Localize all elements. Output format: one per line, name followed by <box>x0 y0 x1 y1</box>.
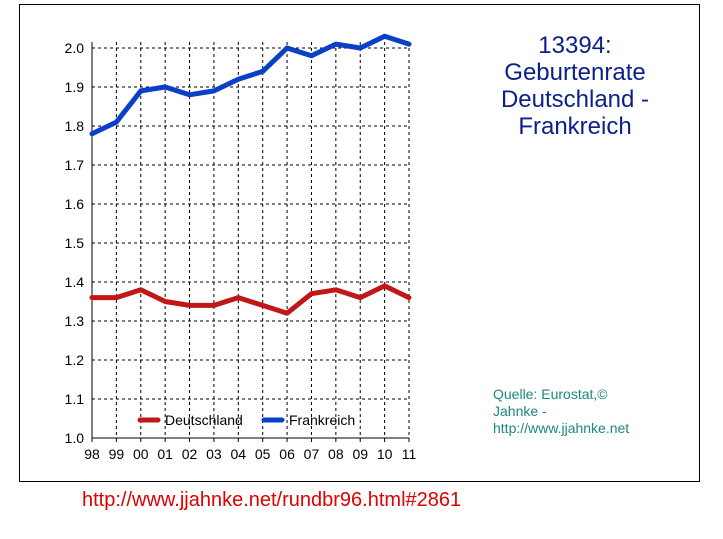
legend-label-frankreich: Frankreich <box>289 412 355 428</box>
y-tick-label: 1.2 <box>65 352 85 368</box>
chart-frame <box>19 4 700 482</box>
x-tick-labels: 98 99 00 01 02 03 04 05 06 07 08 09 10 11 <box>84 446 416 462</box>
source-line-1: Quelle: Eurostat,© <box>493 386 608 402</box>
x-tick-label: 06 <box>279 446 295 462</box>
x-tick-label: 04 <box>231 446 247 462</box>
y-tick-label: 1.9 <box>65 79 85 95</box>
x-tick-label: 99 <box>109 446 125 462</box>
y-tick-label: 1.6 <box>65 196 85 212</box>
x-tick-label: 02 <box>182 446 198 462</box>
y-tick-label: 1.7 <box>65 157 85 173</box>
x-tick-label: 98 <box>84 446 100 462</box>
x-tick-label: 10 <box>377 446 393 462</box>
x-tick-label: 08 <box>328 446 344 462</box>
y-tick-label: 1.3 <box>65 313 85 329</box>
chart-title: 13394: Geburtenrate Deutschland - Frankr… <box>470 32 680 140</box>
x-tick-label: 05 <box>255 446 271 462</box>
y-tick-label: 1.5 <box>65 235 85 251</box>
source-line-2: Jahnke - <box>493 403 547 419</box>
grid-lines <box>92 42 410 438</box>
y-tick-label: 2.0 <box>65 40 85 56</box>
title-line-1: 13394: <box>538 32 612 59</box>
axes <box>91 42 410 442</box>
y-tick-label: 1.8 <box>65 118 85 134</box>
y-tick-label: 1.0 <box>65 430 85 446</box>
y-tick-label: 1.4 <box>65 274 85 290</box>
footer-url[interactable]: http://www.jjahnke.net/rundbr96.html#286… <box>82 489 462 511</box>
source-line-3: http://www.jjahnke.net <box>493 420 630 436</box>
series-line-frankreich <box>89 33 412 137</box>
title-line-4: Frankreich <box>518 113 632 140</box>
legend-label-deutschland: Deutschland <box>165 412 243 428</box>
y-tick-label: 1.1 <box>65 391 85 407</box>
x-tick-label: 11 <box>402 446 417 462</box>
y-tick-labels: 2.0 1.9 1.8 1.7 1.6 1.5 1.4 1.3 1.2 1.1 1.0 <box>65 40 85 446</box>
title-line-3: Deutschland - <box>500 86 650 113</box>
x-tick-label: 07 <box>304 446 320 462</box>
title-line-2: Geburtenrate <box>504 59 646 86</box>
series-lines <box>89 33 412 316</box>
x-tick-label: 09 <box>352 446 368 462</box>
x-tick-label: 00 <box>133 446 149 462</box>
x-tick-label: 03 <box>206 446 222 462</box>
series-line-deutschland <box>89 283 412 316</box>
source-note: Quelle: Eurostat,© Jahnke - http://www.j… <box>493 386 629 437</box>
x-tick-label: 01 <box>157 446 173 462</box>
legend: Deutschland Frankreich <box>137 412 355 428</box>
